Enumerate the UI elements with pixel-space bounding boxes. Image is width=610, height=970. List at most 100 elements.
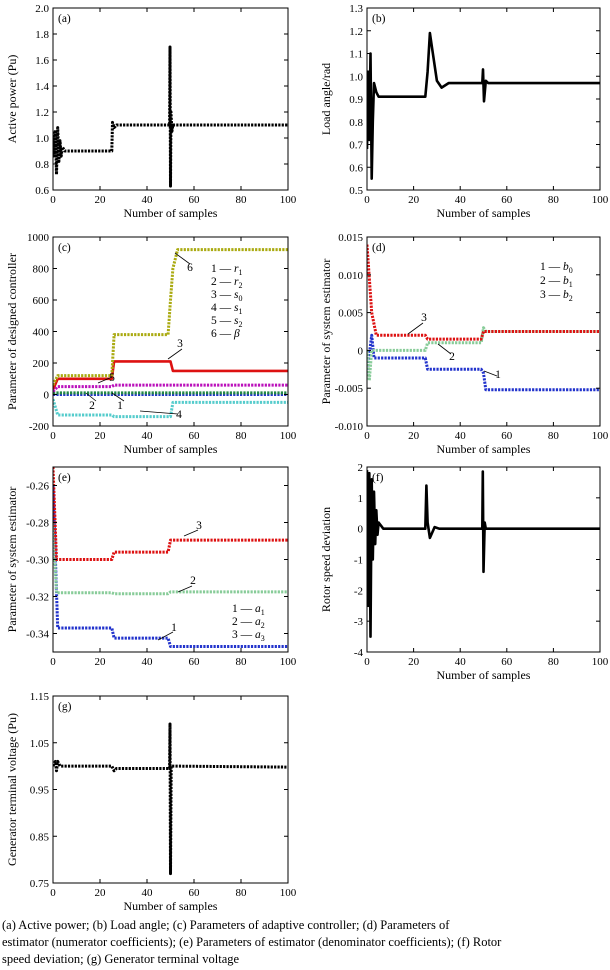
annotation-leader-e-1 bbox=[157, 631, 174, 641]
legend-entry-c-1: 1 — r1 bbox=[211, 263, 242, 277]
annotation-label-c-4: 4 bbox=[176, 409, 182, 421]
annotation-leader-d-2 bbox=[437, 343, 452, 355]
xlabel-b: Number of samples bbox=[437, 206, 531, 220]
annotation-leader-d-3 bbox=[407, 322, 424, 335]
series-f-line bbox=[367, 470, 600, 638]
panel-label-e: (e) bbox=[58, 472, 71, 484]
xlabel-c: Number of samples bbox=[124, 442, 218, 456]
ytick-label-f-5: 1 bbox=[358, 493, 364, 505]
xtick-label-c-20: 20 bbox=[95, 430, 107, 442]
ytick-label-c-5: 800 bbox=[33, 264, 50, 276]
ytick-label-b-7: 1.2 bbox=[349, 26, 363, 38]
annotation-leader-c-5 bbox=[97, 376, 113, 384]
ytick-label-b-2: 0.7 bbox=[349, 140, 363, 152]
ytick-label-d-2: 0 bbox=[358, 345, 364, 357]
panel-g: 0 20 40 60 80 100 0.75 0.85 0.95 1.05 1.15 (g) Numbe… bbox=[5, 691, 297, 913]
panel-f: 0 20 40 60 80 100 -4 -3 -2 -1 0 1 2 (f) Number of samp… bbox=[319, 462, 609, 682]
series-g-line bbox=[53, 722, 288, 876]
ylabel-f: Rotor speed deviation bbox=[319, 507, 333, 612]
annotation-leader-c-6 bbox=[174, 252, 191, 265]
series-b-line bbox=[367, 31, 600, 180]
xtick-label-g-0: 0 bbox=[50, 887, 56, 899]
xlabel-f: Number of samples bbox=[437, 668, 531, 682]
panel-label-a: (a) bbox=[58, 13, 71, 25]
xtick-label-f-40: 40 bbox=[455, 656, 467, 668]
ytick-label-b-5: 1.0 bbox=[349, 71, 363, 83]
axes-frame-c bbox=[52, 236, 289, 427]
series-e-a2 bbox=[53, 522, 288, 596]
ytick-label-e-3: -0.28 bbox=[26, 518, 49, 530]
caption-line-3: speed deviation; (g) Generator terminal … bbox=[2, 952, 240, 966]
ytick-label-c-0: -200 bbox=[29, 421, 50, 433]
xtick-label-d-0: 0 bbox=[364, 430, 370, 442]
xtick-label-a-0: 0 bbox=[50, 194, 56, 206]
annotation-label-e-3: 3 bbox=[196, 520, 202, 532]
xtick-label-d-60: 60 bbox=[501, 430, 513, 442]
ytick-label-f-4: 0 bbox=[358, 524, 364, 536]
xtick-label-b-60: 60 bbox=[501, 194, 513, 206]
ytick-label-f-3: -1 bbox=[354, 555, 363, 567]
caption-line-2: estimator (numerator coefficients); (e) … bbox=[2, 935, 502, 949]
panel-e: 0 20 40 60 80 100 -0.34 -0.32 -0.30 -0.28 -0.26 (e)… bbox=[5, 466, 297, 668]
xtick-label-b-40: 40 bbox=[455, 194, 467, 206]
legend-entry-e-2: 2 — a2 bbox=[232, 616, 265, 630]
legend-entry-d-2: 2 — b1 bbox=[540, 275, 573, 289]
annotation-label-c-1: 1 bbox=[117, 400, 123, 412]
xtick-label-e-0: 0 bbox=[50, 656, 56, 668]
xtick-label-c-0: 0 bbox=[50, 430, 56, 442]
ytick-label-g-3: 1.05 bbox=[30, 738, 50, 750]
ytick-label-b-8: 1.3 bbox=[349, 3, 363, 15]
annotation-label-e-2: 2 bbox=[190, 575, 196, 587]
annotation-label-c-2: 2 bbox=[89, 400, 95, 412]
axes-frame-a bbox=[52, 7, 289, 191]
ytick-label-a-5: 1.6 bbox=[35, 55, 49, 67]
xtick-label-g-100: 100 bbox=[280, 887, 297, 899]
ytick-label-g-1: 0.85 bbox=[30, 831, 50, 843]
ytick-label-c-4: 600 bbox=[33, 295, 50, 307]
ytick-label-g-0: 0.75 bbox=[30, 878, 50, 890]
ytick-label-b-3: 0.8 bbox=[349, 117, 363, 129]
ytick-label-a-2: 1.0 bbox=[35, 133, 49, 145]
legend-entry-d-1: 1 — b0 bbox=[540, 261, 573, 275]
legend-entry-c-2: 2 — r2 bbox=[211, 276, 242, 290]
xtick-label-b-100: 100 bbox=[592, 194, 609, 206]
caption-line-1: (a) Active power; (b) Load angle; (c) Pa… bbox=[2, 918, 450, 932]
panel-a: 0 20 40 60 80 100 0.6 0.8 1.0 1.2 1.4 1.6 1.8 2.0 (a) N… bbox=[5, 3, 297, 220]
ytick-label-c-3: 400 bbox=[33, 327, 50, 339]
ytick-label-a-6: 1.8 bbox=[35, 29, 49, 41]
series-e-a1 bbox=[53, 485, 288, 648]
series-a-line bbox=[53, 45, 288, 188]
xtick-label-b-20: 20 bbox=[408, 194, 420, 206]
panel-label-b: (b) bbox=[372, 13, 386, 25]
series-c-s1 bbox=[53, 398, 288, 419]
annotation-leader-c-4 bbox=[139, 410, 179, 415]
xlabel-d: Number of samples bbox=[437, 442, 531, 456]
annotation-leader-e-2 bbox=[177, 585, 193, 593]
xtick-label-b-80: 80 bbox=[548, 194, 560, 206]
ytick-label-c-2: 200 bbox=[33, 358, 50, 370]
legend-entry-c-3: 3 — s0 bbox=[211, 289, 242, 303]
ytick-label-e-1: -0.32 bbox=[26, 592, 49, 604]
legend-entry-e-1: 1 — a1 bbox=[232, 603, 265, 617]
panel-label-d: (d) bbox=[372, 242, 386, 254]
ytick-label-f-1: -3 bbox=[354, 616, 364, 628]
annotation-label-d-3: 3 bbox=[421, 312, 427, 324]
annotation-leader-c-2 bbox=[85, 392, 97, 402]
annotation-leader-c-3 bbox=[167, 348, 183, 360]
xtick-label-f-20: 20 bbox=[408, 656, 420, 668]
ytick-label-f-6: 2 bbox=[358, 462, 364, 474]
panel-b: 0 20 40 60 80 100 0.5 0.6 0.7 0.8 0.9 1.0 1.1 1.2 1.3 (… bbox=[319, 3, 609, 220]
ylabel-b: Load angle/rad bbox=[319, 63, 333, 135]
panel-label-c: (c) bbox=[58, 242, 71, 254]
ylabel-a: Active power (Pu) bbox=[5, 55, 19, 144]
ytick-label-a-3: 1.2 bbox=[35, 107, 49, 119]
ytick-label-a-1: 0.8 bbox=[35, 159, 49, 171]
legend-entry-c-5: 5 — s2 bbox=[211, 315, 242, 329]
xtick-label-f-60: 60 bbox=[501, 656, 513, 668]
xtick-label-f-80: 80 bbox=[548, 656, 560, 668]
xtick-label-a-40: 40 bbox=[142, 194, 154, 206]
xtick-label-f-0: 0 bbox=[364, 656, 370, 668]
xtick-label-e-80: 80 bbox=[236, 656, 248, 668]
axes-frame-d bbox=[366, 236, 601, 427]
annotation-leader-e-3 bbox=[183, 529, 199, 537]
